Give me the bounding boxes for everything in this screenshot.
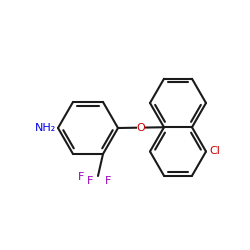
Text: F: F	[105, 176, 111, 186]
Text: F: F	[87, 176, 93, 186]
Text: F: F	[78, 172, 84, 182]
Text: Cl: Cl	[209, 146, 220, 156]
Text: NH₂: NH₂	[35, 123, 56, 133]
Text: O: O	[136, 122, 145, 132]
